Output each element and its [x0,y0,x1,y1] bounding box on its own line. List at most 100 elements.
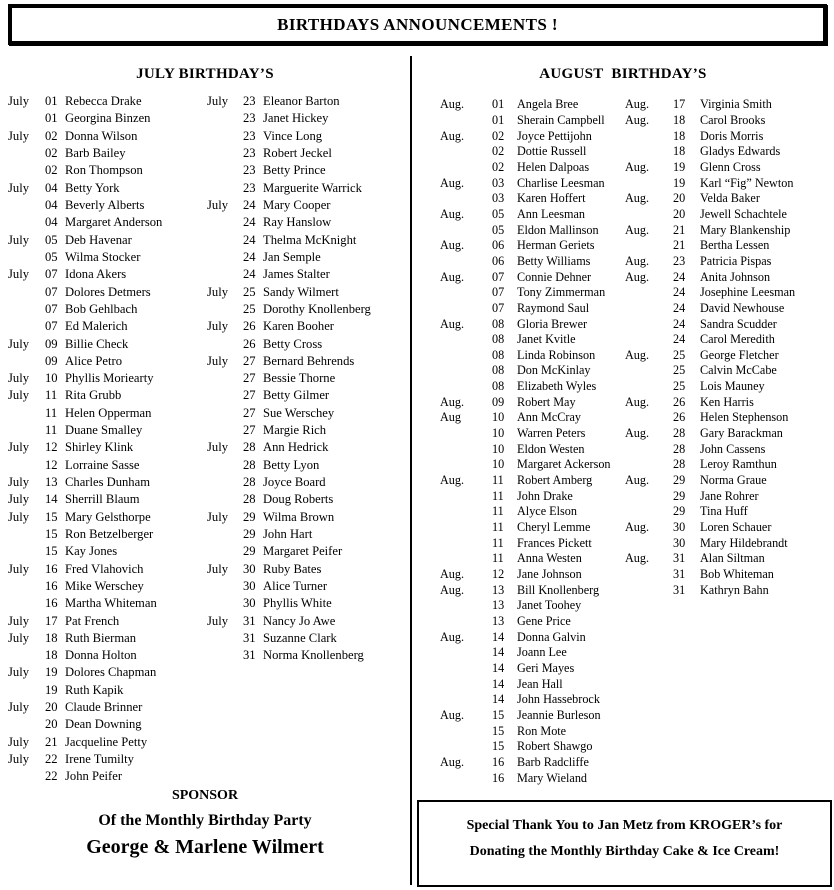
person-name: John Peifer [65,769,123,784]
august-column-1: Aug. 01 Angela Bree 01 Sherain Campbell Aug. 0… [440,97,622,786]
day-number: 08 [492,316,505,331]
person-name: Martha Whiteman [65,596,157,611]
month-label: Aug. [625,269,650,284]
birthday-row: 11 Duane Smalley [8,422,204,439]
day-number: 02 [492,159,505,174]
person-name: Alice Petro [65,353,123,368]
day-number: 16 [45,561,58,576]
birthday-row: 24 Josephine Leesman [625,285,831,301]
birthday-row: 12 Lorraine Sasse [8,457,204,474]
person-name: Ann Hedrick [263,440,329,455]
month-label: July [207,509,228,524]
birthday-row: July 15 Mary Gelsthorpe [8,509,204,526]
person-name: Gary Barackman [700,426,783,441]
person-name: Ray Hanslow [263,215,332,230]
birthday-row: 08 Don McKinlay [440,363,622,379]
birthday-row: Aug. 08 Gloria Brewer [440,316,622,332]
day-number: 20 [45,717,58,732]
birthday-row: Aug. 01 Angela Bree [440,97,622,113]
birthday-row: July 05 Deb Havenar [8,232,204,249]
person-name: Betty Gilmer [263,388,330,403]
day-number: 24 [673,316,686,331]
july-column-1: July 01 Rebecca Drake 01 Georgina Binzen July… [8,93,204,786]
month-label: July [8,734,29,749]
birthday-row: 29 Tina Huff [625,504,831,520]
thank-you-box: Special Thank You to Jan Metz from KROGE… [417,800,832,887]
person-name: Jane Johnson [517,567,582,582]
month-label: Aug. [625,191,650,206]
birthday-row: July 14 Sherrill Blaum [8,491,204,508]
person-name: Donna Wilson [65,128,138,143]
person-name: Mary Blankenship [700,222,791,237]
day-number: 31 [243,613,256,628]
day-number: 02 [45,128,58,143]
birthday-row: 23 Marguerite Warrick [207,180,407,197]
birthday-row: 28 Doug Roberts [207,491,407,508]
person-name: Betty York [65,180,120,195]
birthday-row: 28 John Cassens [625,441,831,457]
day-number: 28 [243,492,256,507]
birthday-row: July 07 Idona Akers [8,266,204,283]
day-number: 23 [243,146,256,161]
day-number: 04 [45,215,58,230]
title-banner: BIRTHDAYS ANNOUNCEMENTS ! [8,4,827,45]
month-label: July [8,267,29,282]
month-label: Aug. [440,128,465,143]
august-heading: AUGUST BIRTHDAY’S [539,66,707,82]
birthday-row: 11 Alyce Elson [440,504,622,520]
person-name: Dolores Detmers [65,284,151,299]
person-name: Doug Roberts [263,492,334,507]
month-label: July [207,284,228,299]
person-name: Wilma Stocker [65,249,141,264]
month-label: Aug. [625,112,650,127]
day-number: 25 [673,379,686,394]
birthday-row: 02 Barb Bailey [8,145,204,162]
person-name: Sue Werschey [263,405,335,420]
birthday-row: Aug. 19 Glenn Cross [625,160,831,176]
person-name: Beverly Alberts [65,198,145,213]
person-name: Velda Baker [700,191,760,206]
month-label: July [8,492,29,507]
birthday-row: 18 Gladys Edwards [625,144,831,160]
day-number: 26 [673,394,686,409]
birthday-row: 14 John Hassebrock [440,692,622,708]
day-number: 29 [673,473,686,488]
birthday-row: Aug. 29 Norma Graue [625,473,831,489]
day-number: 26 [673,410,686,425]
day-number: 03 [492,175,505,190]
month-label: Aug. [440,316,465,331]
person-name: Betty Prince [263,163,326,178]
birthday-row: Aug. 23 Patricia Pispas [625,254,831,270]
birthday-row: 24 Ray Hanslow [207,214,407,231]
day-number: 24 [243,232,256,247]
day-number: 27 [243,388,256,403]
day-number: 26 [243,336,256,351]
person-name: Margaret Ackerson [517,457,611,472]
person-name: Loren Schauer [700,520,772,535]
person-name: Gene Price [517,613,571,628]
person-name: Vince Long [263,128,323,143]
day-number: 30 [243,596,256,611]
day-number: 22 [45,752,58,767]
birthday-row: July 31 Nancy Jo Awe [207,612,407,629]
birthday-row: July 23 Eleanor Barton [207,93,407,110]
july-heading: JULY BIRTHDAY’S [136,66,274,82]
day-number: 14 [45,492,58,507]
birthday-row: Aug. 30 Loren Schauer [625,520,831,536]
day-number: 07 [45,301,58,316]
person-name: Norma Graue [700,473,767,488]
birthday-row: 01 Georgina Binzen [8,110,204,127]
day-number: 29 [673,504,686,519]
person-name: Sandra Scudder [700,316,777,331]
birthday-row: 31 Norma Knollenberg [207,647,407,664]
day-number: 24 [243,249,256,264]
birthday-row: 29 Jane Rohrer [625,488,831,504]
person-name: Mike Werschey [65,578,144,593]
person-name: Doris Morris [700,128,764,143]
birthday-row: 02 Dottie Russell [440,144,622,160]
birthday-row: 18 Donna Holton [8,647,204,664]
birthday-row: July 27 Bernard Behrends [207,353,407,370]
day-number: 27 [243,353,256,368]
birthday-row: 11 Cheryl Lemme [440,520,622,536]
